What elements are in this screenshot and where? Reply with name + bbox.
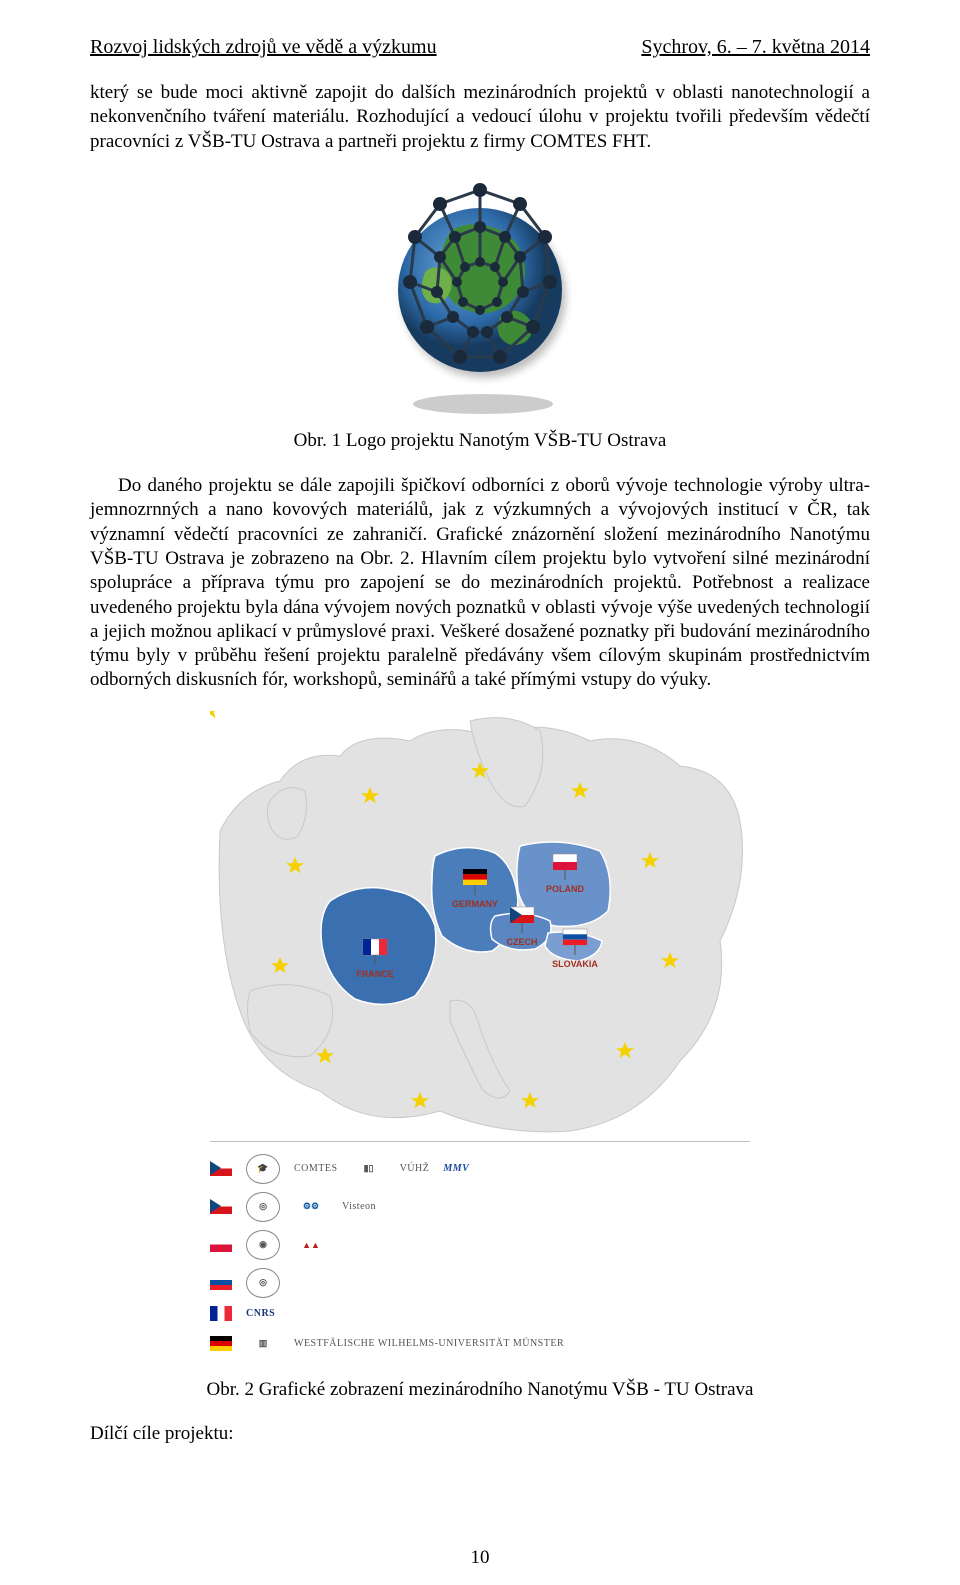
flag-pl-icon <box>210 1237 232 1252</box>
partner-name: MMV <box>443 1163 469 1174</box>
page-header: Rozvoj lidských zdrojů ve vědě a výzkumu… <box>90 36 870 59</box>
partner-logo-icon: ▥ <box>246 1329 280 1359</box>
partner-name: COMTES <box>294 1163 338 1174</box>
nanotym-logo-icon <box>355 172 605 422</box>
map-label-czech: CZECH <box>507 937 538 947</box>
partner-row: 🎓 COMTES ▮▯ VÚHŽ MMV <box>210 1150 750 1188</box>
paragraph-2: Do daného projektu se dále zapojili špič… <box>90 474 870 693</box>
partner-logo-icon: 🎓 <box>246 1154 280 1184</box>
europe-map-icon: FRANCE GERMANY POLAND <box>210 711 750 1141</box>
partner-row: ◎ <box>210 1264 750 1302</box>
partner-logo-icon: ▲▲ <box>294 1230 328 1260</box>
header-right: Sychrov, 6. – 7. května 2014 <box>641 36 870 59</box>
partner-row: ◉ ▲▲ <box>210 1226 750 1264</box>
flag-cz-icon <box>210 1161 232 1176</box>
partner-logo-icon: ◉ <box>246 1230 280 1260</box>
flag-de-icon <box>210 1336 232 1351</box>
map-label-germany: GERMANY <box>452 899 498 909</box>
header-left: Rozvoj lidských zdrojů ve vědě a výzkumu <box>90 36 437 59</box>
map-label-slovakia: SLOVAKIA <box>552 959 598 969</box>
partner-name: CNRS <box>246 1308 275 1319</box>
flag-sk-icon <box>210 1275 232 1290</box>
figure-2: FRANCE GERMANY POLAND <box>90 711 870 1401</box>
flag-cz-icon <box>210 1199 232 1214</box>
figure-1: Obr. 1 Logo projektu Nanotým VŠB-TU Ostr… <box>90 172 870 452</box>
partner-logo-icon: ◎ <box>246 1192 280 1222</box>
partner-name: WESTFÄLISCHE WILHELMS-UNIVERSITÄT MÜNSTE… <box>294 1338 564 1349</box>
partner-logo-icon: ⚙⚙ <box>294 1192 328 1222</box>
section-heading: Dílčí cíle projektu: <box>90 1423 870 1445</box>
partner-table: 🎓 COMTES ▮▯ VÚHŽ MMV ◎ ⚙⚙ Visteon ◉ ▲▲ ◎ <box>210 1141 750 1365</box>
partner-row: ▥ WESTFÄLISCHE WILHELMS-UNIVERSITÄT MÜNS… <box>210 1325 750 1363</box>
partner-logo-icon: ▮▯ <box>352 1154 386 1184</box>
partner-name: Visteon <box>342 1201 376 1212</box>
partner-logo-icon: ◎ <box>246 1268 280 1298</box>
partner-row: ◎ ⚙⚙ Visteon <box>210 1188 750 1226</box>
figure-2-caption: Obr. 2 Grafické zobrazení mezinárodního … <box>207 1379 754 1401</box>
figure-1-caption: Obr. 1 Logo projektu Nanotým VŠB-TU Ostr… <box>294 430 667 452</box>
paragraph-1: který se bude moci aktivně zapojit do da… <box>90 81 870 154</box>
page-number: 10 <box>0 1547 960 1569</box>
partner-name: VÚHŽ <box>400 1163 430 1174</box>
partner-row: CNRS <box>210 1302 750 1325</box>
flag-fr-icon <box>210 1306 232 1321</box>
map-label-poland: POLAND <box>546 884 585 894</box>
map-label-france: FRANCE <box>356 969 394 979</box>
